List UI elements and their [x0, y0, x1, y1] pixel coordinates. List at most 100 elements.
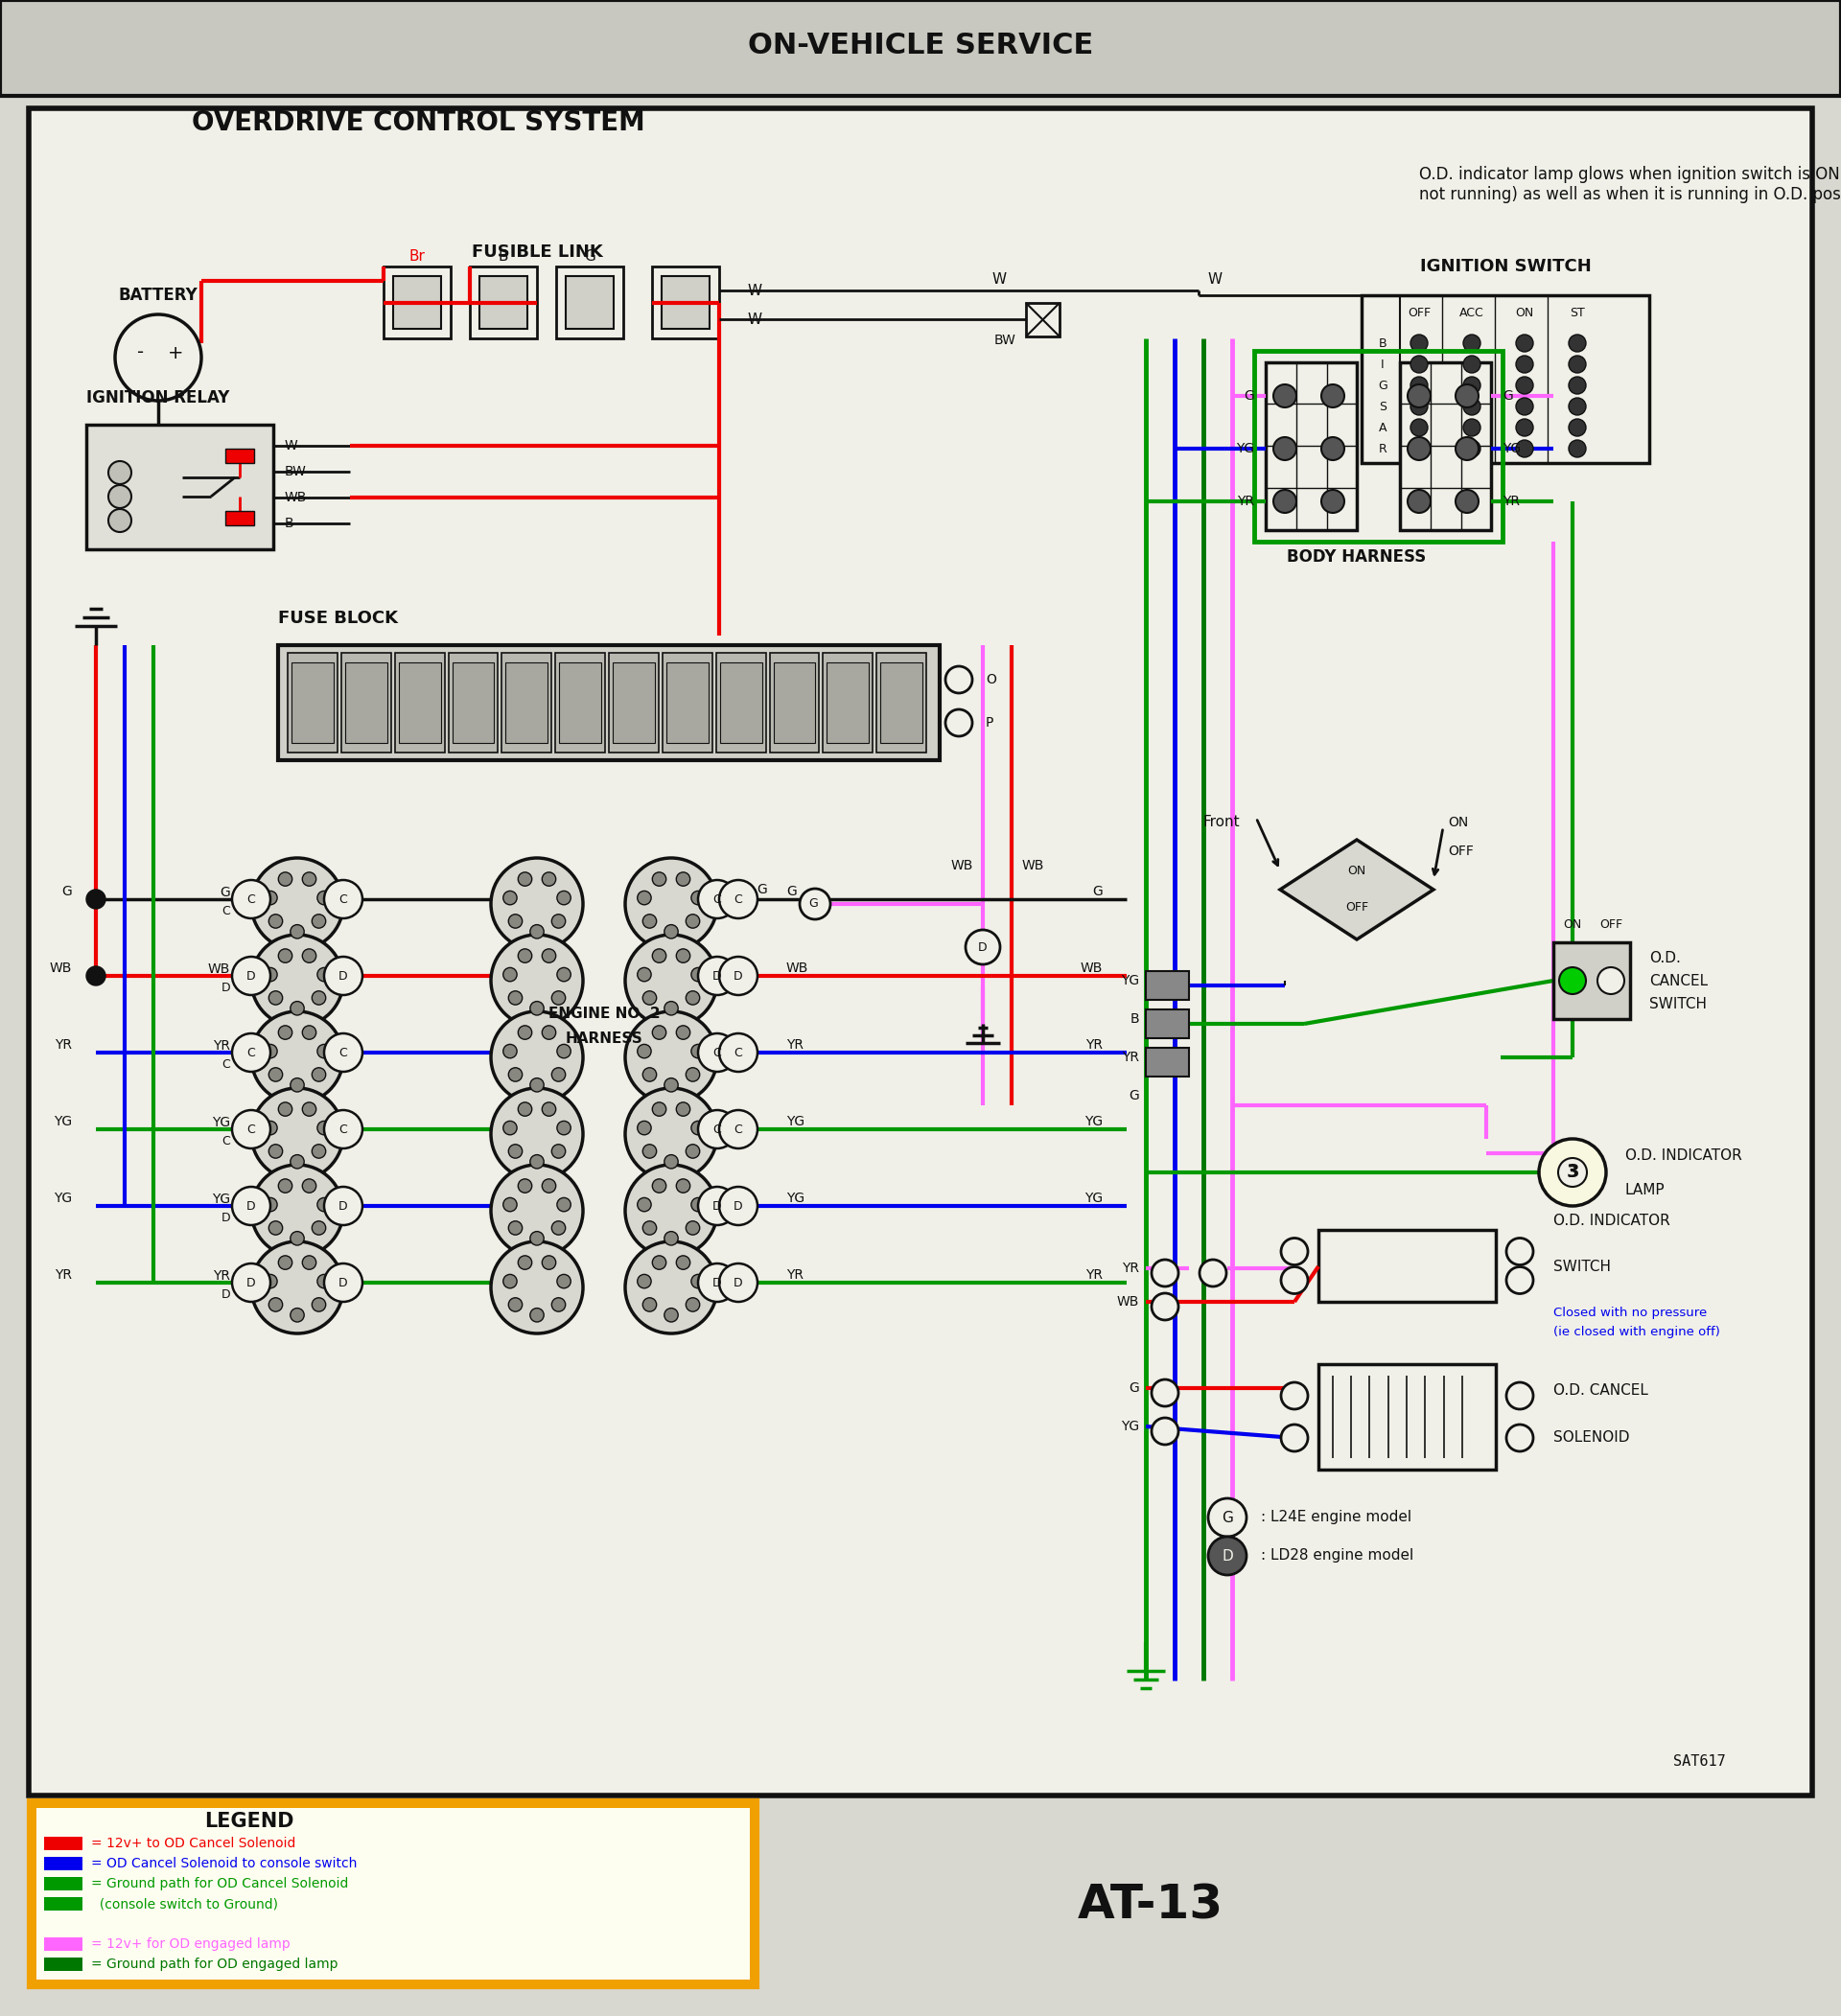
Text: ON: ON: [1348, 865, 1366, 877]
Text: OFF: OFF: [1600, 919, 1622, 931]
Bar: [44, 1837, 83, 1851]
Text: D: D: [1222, 1548, 1233, 1562]
Text: YR: YR: [786, 1038, 803, 1052]
Text: C: C: [221, 905, 230, 917]
Circle shape: [690, 968, 705, 982]
Text: G: G: [808, 897, 817, 909]
Circle shape: [1515, 355, 1534, 373]
Circle shape: [291, 1308, 304, 1322]
Circle shape: [687, 915, 700, 927]
Bar: [447, 653, 497, 752]
Circle shape: [676, 950, 690, 964]
Circle shape: [1410, 397, 1429, 415]
Text: = Ground path for OD engaged lamp: = Ground path for OD engaged lamp: [90, 1958, 339, 1972]
Text: HARNESS: HARNESS: [565, 1030, 643, 1046]
Circle shape: [1322, 437, 1344, 460]
Bar: [394, 653, 444, 752]
Text: Br: Br: [409, 250, 425, 264]
Text: C: C: [247, 893, 256, 905]
Circle shape: [278, 1026, 293, 1040]
Bar: [663, 653, 712, 752]
Circle shape: [687, 1145, 700, 1157]
Circle shape: [643, 1145, 657, 1157]
Circle shape: [263, 891, 278, 905]
Bar: [565, 276, 613, 329]
Circle shape: [530, 1308, 543, 1322]
Circle shape: [263, 1274, 278, 1288]
Circle shape: [698, 881, 736, 919]
Circle shape: [311, 1068, 326, 1081]
Bar: [383, 266, 451, 339]
Bar: [341, 653, 390, 752]
Text: W: W: [747, 284, 762, 298]
Circle shape: [232, 1034, 271, 1073]
Bar: [44, 1958, 83, 1972]
Circle shape: [720, 1264, 757, 1302]
Bar: [394, 276, 442, 329]
Text: : LD28 engine model: : LD28 engine model: [1261, 1548, 1414, 1562]
Text: G: G: [1502, 389, 1513, 403]
Circle shape: [552, 992, 565, 1004]
Circle shape: [552, 1145, 565, 1157]
Circle shape: [250, 1089, 342, 1179]
Circle shape: [643, 1298, 657, 1312]
Circle shape: [1281, 1425, 1307, 1452]
Circle shape: [324, 958, 363, 996]
Text: YR: YR: [786, 1268, 803, 1282]
Bar: [1318, 1230, 1495, 1302]
Circle shape: [114, 314, 201, 401]
Circle shape: [291, 925, 304, 939]
Circle shape: [508, 915, 523, 927]
Text: YG: YG: [1084, 1191, 1103, 1206]
Text: ON: ON: [1515, 306, 1534, 319]
Text: SWITCH: SWITCH: [1554, 1260, 1611, 1274]
Circle shape: [665, 1079, 677, 1093]
Circle shape: [508, 1145, 523, 1157]
Circle shape: [1152, 1379, 1178, 1407]
Circle shape: [1408, 490, 1430, 512]
Circle shape: [698, 1187, 736, 1226]
Circle shape: [291, 1232, 304, 1246]
Text: D: D: [247, 1276, 256, 1288]
Circle shape: [643, 1068, 657, 1081]
Circle shape: [652, 873, 666, 885]
Circle shape: [690, 1044, 705, 1058]
Circle shape: [263, 968, 278, 982]
Text: = OD Cancel Solenoid to console switch: = OD Cancel Solenoid to console switch: [90, 1857, 357, 1871]
Text: WB: WB: [208, 962, 230, 976]
Circle shape: [1559, 968, 1585, 994]
Circle shape: [278, 1103, 293, 1117]
Circle shape: [1569, 355, 1585, 373]
Circle shape: [317, 891, 331, 905]
Circle shape: [269, 992, 282, 1004]
Bar: [1362, 294, 1650, 464]
Circle shape: [232, 958, 271, 996]
Text: (console switch to Ground): (console switch to Ground): [90, 1897, 278, 1911]
Bar: [556, 653, 606, 752]
Text: (ie closed with engine off): (ie closed with engine off): [1554, 1327, 1719, 1339]
Text: D: D: [735, 970, 744, 982]
Text: C: C: [221, 1135, 230, 1147]
Circle shape: [250, 1242, 342, 1333]
Circle shape: [720, 958, 757, 996]
Bar: [1025, 302, 1060, 337]
Bar: [827, 663, 869, 744]
Circle shape: [278, 950, 293, 964]
Circle shape: [1464, 355, 1480, 373]
Circle shape: [517, 950, 532, 964]
Bar: [37, 1808, 749, 1980]
Circle shape: [552, 1068, 565, 1081]
Circle shape: [1322, 385, 1344, 407]
Circle shape: [687, 1298, 700, 1312]
Circle shape: [508, 1298, 523, 1312]
Circle shape: [698, 1111, 736, 1149]
Text: C: C: [712, 893, 722, 905]
Circle shape: [626, 1242, 718, 1333]
Circle shape: [530, 1002, 543, 1016]
Bar: [225, 510, 254, 526]
Circle shape: [311, 992, 326, 1004]
Circle shape: [302, 1026, 317, 1040]
Circle shape: [232, 1111, 271, 1149]
Circle shape: [665, 1308, 677, 1322]
Circle shape: [541, 873, 556, 885]
